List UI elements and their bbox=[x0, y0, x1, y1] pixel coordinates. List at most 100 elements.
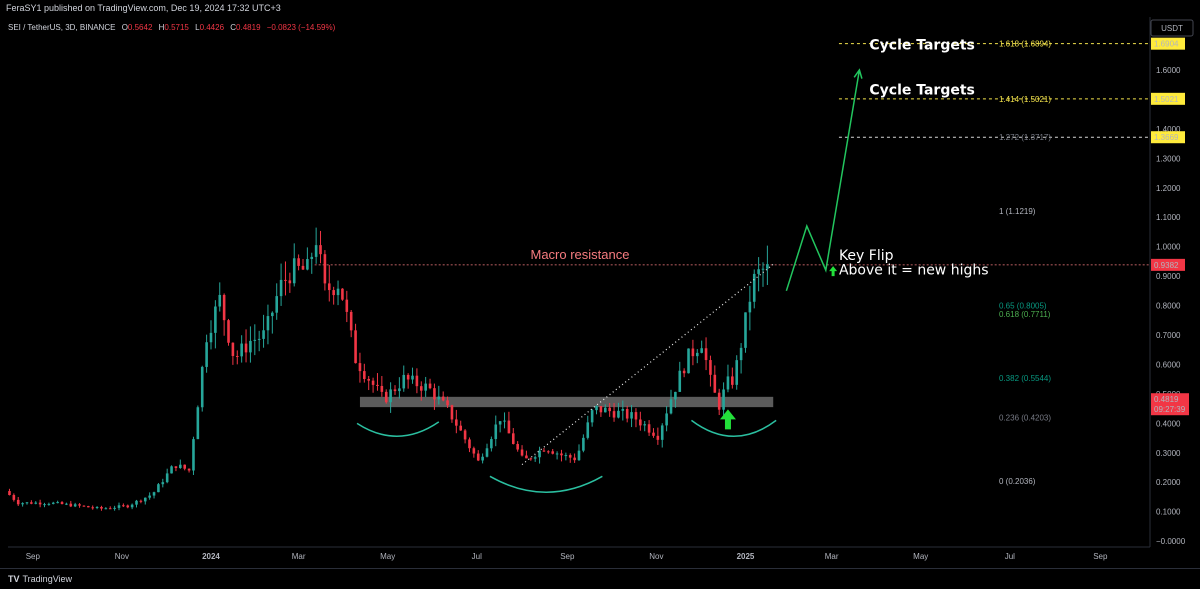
candle-body[interactable] bbox=[209, 332, 213, 343]
candle-body[interactable] bbox=[700, 348, 703, 353]
candle-body[interactable] bbox=[595, 406, 598, 411]
candle-body[interactable] bbox=[722, 389, 725, 410]
candle-body[interactable] bbox=[485, 448, 489, 457]
candle-body[interactable] bbox=[51, 502, 55, 504]
candle-body[interactable] bbox=[108, 508, 112, 510]
candle-body[interactable] bbox=[384, 391, 388, 403]
candle-body[interactable] bbox=[669, 399, 673, 414]
candle-body[interactable] bbox=[266, 316, 270, 331]
candle-body[interactable] bbox=[525, 455, 528, 459]
candle-body[interactable] bbox=[174, 466, 178, 469]
candle-body[interactable] bbox=[428, 383, 432, 389]
candle-body[interactable] bbox=[538, 450, 541, 458]
candle-body[interactable] bbox=[608, 407, 611, 412]
candle-body[interactable] bbox=[262, 330, 265, 339]
candle-body[interactable] bbox=[656, 435, 660, 440]
candle-body[interactable] bbox=[69, 503, 73, 507]
candle-body[interactable] bbox=[257, 338, 261, 340]
base-arc[interactable] bbox=[356, 421, 440, 437]
base-arc[interactable] bbox=[489, 475, 603, 493]
currency-label[interactable]: USDT bbox=[1161, 24, 1183, 33]
candle-body[interactable] bbox=[249, 340, 252, 353]
candle-body[interactable] bbox=[16, 499, 20, 505]
candle-body[interactable] bbox=[65, 503, 68, 505]
support-zone[interactable] bbox=[359, 396, 774, 408]
candle-body[interactable] bbox=[95, 506, 99, 509]
candle-body[interactable] bbox=[555, 453, 559, 455]
candle-body[interactable] bbox=[564, 455, 568, 457]
candle-body[interactable] bbox=[476, 453, 480, 461]
candle-body[interactable] bbox=[568, 455, 572, 458]
up-arrow-marker-icon[interactable] bbox=[829, 266, 838, 277]
price-scale[interactable]: USDT 1.60001.50001.40001.30001.20001.100… bbox=[1149, 17, 1194, 547]
candle-body[interactable] bbox=[450, 405, 454, 420]
candle-body[interactable] bbox=[766, 264, 769, 269]
candle-body[interactable] bbox=[336, 288, 340, 296]
candle-body[interactable] bbox=[135, 500, 138, 505]
price-chart[interactable]: 1.618 (1.6894) 1.414 (1.5021) 1.272 (1.371… bbox=[0, 0, 1200, 568]
candle-body[interactable] bbox=[30, 502, 33, 504]
candle-body[interactable] bbox=[490, 439, 493, 449]
candle-body[interactable] bbox=[271, 312, 274, 317]
candle-body[interactable] bbox=[104, 508, 108, 510]
candle-body[interactable] bbox=[761, 268, 765, 270]
tradingview-logo[interactable]: TV TradingView bbox=[8, 574, 72, 584]
candle-body[interactable] bbox=[297, 258, 300, 266]
candle-body[interactable] bbox=[341, 288, 344, 300]
candle-body[interactable] bbox=[516, 443, 519, 450]
candle-body[interactable] bbox=[327, 283, 331, 291]
candle-body[interactable] bbox=[590, 410, 594, 423]
candle-body[interactable] bbox=[100, 506, 103, 509]
candle-body[interactable] bbox=[367, 378, 371, 381]
candle-body[interactable] bbox=[393, 389, 397, 392]
candle-body[interactable] bbox=[306, 259, 309, 270]
candle-body[interactable] bbox=[301, 265, 305, 270]
candle-body[interactable] bbox=[494, 424, 498, 440]
candle-body[interactable] bbox=[183, 464, 187, 469]
candle-body[interactable] bbox=[130, 504, 134, 508]
candle-body[interactable] bbox=[253, 339, 257, 341]
candle-body[interactable] bbox=[205, 342, 208, 367]
candle-body[interactable] bbox=[196, 407, 200, 440]
candle-body[interactable] bbox=[582, 437, 585, 451]
time-scale[interactable]: Sep Nov 2024 Mar May Jul Sep Nov 2025 Mar May Jul Se… bbox=[8, 546, 1150, 561]
candle-body[interactable] bbox=[91, 507, 95, 509]
candle-body[interactable] bbox=[402, 374, 406, 389]
candle-body[interactable] bbox=[170, 466, 173, 474]
candle-body[interactable] bbox=[547, 451, 550, 453]
base-arc[interactable] bbox=[690, 419, 777, 438]
candle-body[interactable] bbox=[314, 245, 318, 257]
candle-body[interactable] bbox=[695, 352, 699, 357]
candle-body[interactable] bbox=[192, 439, 195, 471]
candle-body[interactable] bbox=[455, 419, 458, 426]
candle-body[interactable] bbox=[533, 457, 537, 459]
candle-body[interactable] bbox=[332, 290, 335, 296]
candle-body[interactable] bbox=[292, 258, 296, 284]
candle-body[interactable] bbox=[652, 432, 655, 436]
candle-body[interactable] bbox=[560, 453, 563, 456]
candle-body[interactable] bbox=[179, 464, 182, 469]
candle-body[interactable] bbox=[441, 396, 445, 401]
candle-body[interactable] bbox=[284, 279, 287, 281]
candle-body[interactable] bbox=[704, 348, 708, 361]
candle-body[interactable] bbox=[122, 505, 125, 507]
candle-body[interactable] bbox=[157, 484, 160, 493]
candle-body[interactable] bbox=[187, 468, 191, 471]
candle-body[interactable] bbox=[73, 504, 77, 507]
candle-body[interactable] bbox=[117, 505, 121, 508]
candle-body[interactable] bbox=[288, 280, 292, 284]
candle-body[interactable] bbox=[713, 374, 717, 393]
candle-body[interactable] bbox=[214, 306, 217, 333]
candle-body[interactable] bbox=[678, 370, 682, 392]
candle-body[interactable] bbox=[748, 301, 752, 313]
candle-body[interactable] bbox=[240, 343, 243, 357]
candle-body[interactable] bbox=[227, 320, 230, 343]
currency-button[interactable] bbox=[1150, 19, 1194, 37]
candle-body[interactable] bbox=[617, 410, 620, 418]
candle-body[interactable] bbox=[358, 363, 362, 372]
candle-body[interactable] bbox=[218, 294, 222, 307]
candle-body[interactable] bbox=[143, 497, 147, 502]
candle-body[interactable] bbox=[148, 495, 151, 498]
candle-body[interactable] bbox=[424, 383, 427, 391]
candle-body[interactable] bbox=[752, 273, 756, 302]
